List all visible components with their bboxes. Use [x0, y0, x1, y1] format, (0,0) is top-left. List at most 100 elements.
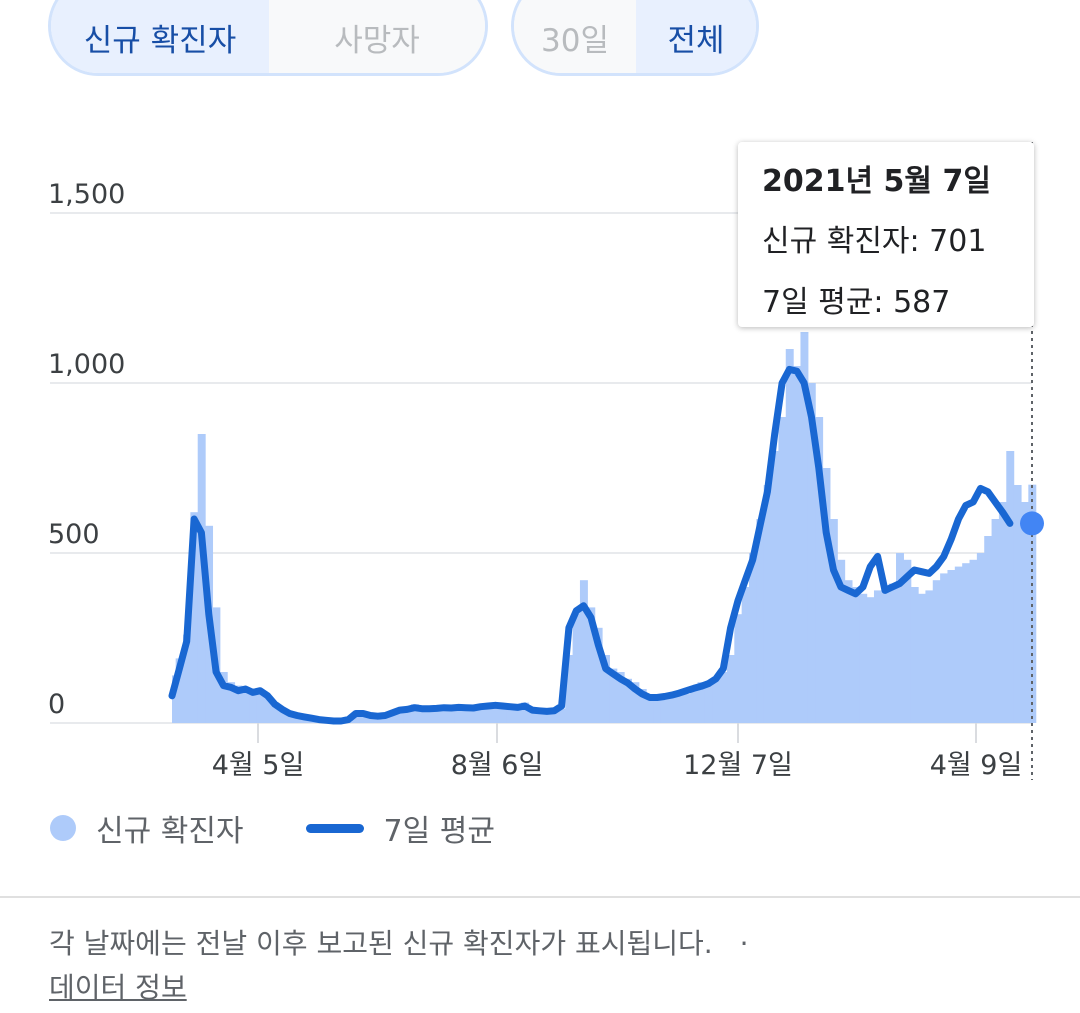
data-info-link[interactable]: 데이터 정보: [49, 971, 187, 1004]
daily-cases-bar: [528, 709, 537, 723]
daily-cases-bar: [1020, 502, 1029, 723]
daily-cases-bar: [219, 672, 228, 723]
daily-cases-bar: [1028, 484, 1037, 723]
daily-cases-bar: [734, 614, 743, 723]
daily-cases-bar: [447, 707, 456, 723]
daily-cases-bar: [726, 655, 735, 723]
footer-note: 각 날짜에는 전날 이후 보고된 신규 확진자가 표시됩니다. ·: [49, 922, 749, 962]
daily-cases-bar: [918, 593, 927, 723]
daily-cases-bar: [609, 668, 618, 723]
daily-cases-bar: [454, 706, 463, 723]
daily-cases-bar: [425, 708, 434, 723]
daily-cases-bar: [602, 655, 610, 723]
daily-cases-bar: [896, 553, 904, 723]
daily-cases-bar: [366, 716, 375, 723]
daily-cases-bar: [285, 714, 294, 723]
daily-cases-bar: [359, 714, 368, 723]
daily-cases-bar: [704, 685, 713, 723]
seven-day-average-line: [168, 365, 1014, 725]
tab-new-cases[interactable]: 신규 확진자: [51, 0, 269, 73]
daily-cases-bar: [741, 587, 750, 723]
daily-cases-bar: [675, 692, 684, 723]
footer-separator: ·: [739, 927, 749, 960]
daily-cases-bar: [374, 717, 383, 723]
x-tick-label: 4월 5일: [212, 750, 305, 781]
daily-cases-bar: [690, 689, 699, 723]
daily-cases-bar: [484, 704, 493, 723]
daily-cases-bar: [866, 597, 875, 723]
tab-deaths[interactable]: 사망자: [269, 0, 485, 73]
daily-cases-bar: [183, 634, 191, 723]
daily-cases-bar: [881, 587, 890, 723]
metric-toggle-group: 신규 확진자 사망자: [48, 0, 488, 76]
daily-cases-bar: [844, 580, 853, 723]
daily-cases-bar: [227, 682, 236, 723]
daily-cases-bar: [976, 553, 985, 723]
daily-cases-bar: [293, 716, 302, 723]
cases-chart[interactable]: 0 500 1,000 1,500 4월 5일 8월 6일 12월 7일 4월 9일: [0, 0, 1080, 800]
y-tick-label: 0: [48, 689, 65, 720]
legend-average-label: 7일 평균: [383, 814, 495, 849]
daily-cases-bar: [403, 709, 412, 723]
daily-cases-bar: [432, 707, 441, 723]
x-axis-ticks: 4월 5일 8월 6일 12월 7일 4월 9일: [212, 723, 1023, 781]
daily-cases-bar: [859, 593, 868, 723]
daily-cases-bar: [469, 709, 478, 723]
daily-cases-bar: [646, 695, 655, 723]
daily-cases-bar: [697, 682, 706, 723]
tab-30-days[interactable]: 30일: [514, 0, 636, 73]
daily-cases-bar: [278, 709, 287, 723]
range-toggle-group: 30일 전체: [511, 0, 759, 76]
tooltip-average: 7일 평균: 587: [762, 285, 951, 320]
y-tick-label: 1,500: [48, 179, 125, 210]
daily-cases-bar: [837, 559, 846, 723]
tab-all-time[interactable]: 전체: [636, 0, 756, 73]
daily-cases-bar: [543, 712, 552, 723]
daily-cases-bar: [410, 704, 419, 723]
daily-cases-bar: [888, 583, 897, 723]
daily-cases-bar: [1006, 451, 1015, 723]
tooltip-new-cases: 신규 확진자: 701: [762, 224, 987, 259]
daily-cases-bar: [749, 553, 757, 723]
daily-cases-bar: [440, 706, 449, 723]
daily-cases-bar: [763, 485, 772, 723]
daily-cases-bar: [550, 711, 559, 723]
y-tick-label: 1,000: [48, 349, 125, 380]
daily-cases-bar: [249, 690, 258, 723]
legend-new-cases-label: 신규 확진자: [96, 814, 244, 849]
daily-cases-bar: [565, 655, 574, 723]
daily-cases-bar: [778, 417, 787, 723]
divider: [0, 896, 1080, 898]
daily-cases-bar: [638, 689, 647, 723]
daily-cases-bar: [616, 672, 625, 723]
daily-cases-bar: [234, 685, 243, 723]
daily-cases-bar: [771, 451, 780, 723]
daily-cases-bar: [491, 702, 500, 723]
daily-cases-bar: [190, 512, 199, 723]
y-axis-ticks: 0 500 1,000 1,500: [48, 179, 125, 720]
daily-cases-bar: [969, 559, 978, 723]
daily-cases-bar: [462, 707, 471, 723]
daily-cases-bar: [712, 678, 721, 723]
daily-cases-bar: [851, 587, 860, 723]
daily-cases-bar: [807, 383, 816, 723]
daily-cases-bar: [256, 692, 265, 723]
daily-cases-bar: [940, 573, 949, 723]
daily-cases-bar: [418, 706, 427, 723]
daily-cases-bar: [499, 704, 508, 723]
tooltip-date: 2021년 5월 7일: [762, 164, 991, 199]
daily-cases-bar: [594, 627, 603, 723]
highlight-point: [1020, 511, 1044, 536]
daily-cases-bar: [800, 332, 809, 723]
daily-cases-bar: [903, 559, 912, 723]
x-tick-label: 8월 6일: [451, 750, 544, 781]
daily-cases-bar: [682, 694, 691, 723]
x-tick-label: 4월 9일: [930, 750, 1023, 781]
daily-cases-bar: [521, 702, 530, 723]
footer-note-text: 각 날짜에는 전날 이후 보고된 신규 확진자가 표시됩니다.: [49, 927, 713, 960]
legend-average-swatch: [305, 823, 364, 833]
daily-cases-bar: [932, 580, 941, 723]
daily-cases-bar: [785, 349, 794, 723]
y-tick-label: 500: [48, 519, 100, 550]
daily-cases-bar: [631, 682, 640, 723]
